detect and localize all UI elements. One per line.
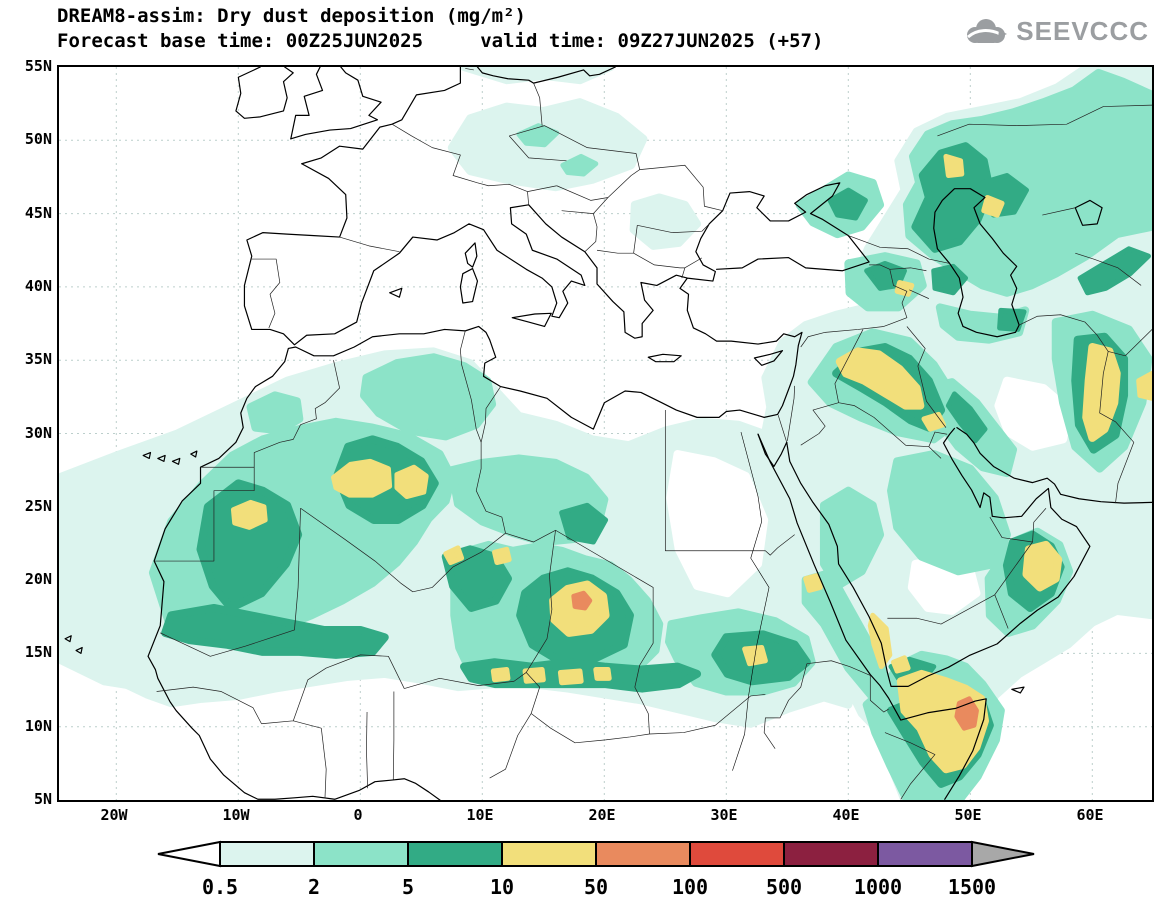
country-borders bbox=[154, 68, 1152, 799]
lon-tick-label: 0 bbox=[353, 806, 363, 824]
colorbar-segment bbox=[595, 841, 691, 867]
lon-tick-label: 60E bbox=[1076, 806, 1104, 824]
map-frame bbox=[57, 65, 1154, 802]
colorbar-legend: 0.5 2 5 10 50 100 500 1000 1500 bbox=[157, 840, 1035, 899]
colorbar-tick-label: 5 bbox=[402, 875, 414, 899]
dust-deposition-map bbox=[59, 67, 1152, 800]
lon-tick-label: 40E bbox=[832, 806, 860, 824]
lat-tick-label: 35N bbox=[24, 350, 52, 368]
contour-fill-level-50 bbox=[574, 593, 977, 728]
lon-tick-label: 50E bbox=[954, 806, 982, 824]
map-subtitle-times: Forecast base time: 00Z25JUN2025 valid t… bbox=[57, 30, 824, 52]
lat-tick-label: 40N bbox=[24, 277, 52, 295]
colorbar-tick-label: 10 bbox=[490, 875, 514, 899]
colorbar-tick-label: 500 bbox=[766, 875, 802, 899]
logo-text: SEEVCCC bbox=[1016, 16, 1149, 46]
lat-tick-label: 30N bbox=[24, 424, 52, 442]
colorbar-tick-label: 100 bbox=[672, 875, 708, 899]
colorbar-segment bbox=[877, 841, 973, 867]
lat-tick-label: 25N bbox=[24, 497, 52, 515]
colorbar-under-arrow bbox=[157, 840, 221, 868]
seevccc-logo: SEEVCCC bbox=[963, 16, 1149, 47]
colorbar-segment bbox=[689, 841, 785, 867]
lon-tick-label: 10W bbox=[222, 806, 250, 824]
lat-tick-label: 55N bbox=[24, 57, 52, 75]
lon-tick-label: 30E bbox=[710, 806, 738, 824]
coastlines bbox=[65, 67, 1152, 800]
colorbar-over-arrow bbox=[971, 840, 1035, 868]
rivers bbox=[732, 432, 769, 771]
colorbar-segment bbox=[501, 841, 597, 867]
cloud-logo-icon bbox=[967, 18, 1008, 43]
contour-clear-holes bbox=[670, 381, 1069, 611]
colorbar-segment bbox=[313, 841, 409, 867]
lon-tick-label: 20E bbox=[588, 806, 616, 824]
colorbar-tick-label: 1000 bbox=[854, 875, 902, 899]
lat-tick-label: 50N bbox=[24, 130, 52, 148]
lat-tick-label: 15N bbox=[24, 643, 52, 661]
colorbar-tick-label: 1500 bbox=[948, 875, 996, 899]
colorbar-tick-label: 50 bbox=[584, 875, 608, 899]
lon-tick-label: 20W bbox=[100, 806, 128, 824]
map-title: DREAM8-assim: Dry dust deposition (mg/m²… bbox=[57, 5, 526, 27]
lat-tick-label: 5N bbox=[33, 790, 52, 808]
contour-fill-level-10 bbox=[233, 156, 1152, 769]
colorbar-segment bbox=[219, 841, 315, 867]
colorbar-segment bbox=[783, 841, 879, 867]
colorbar-segment bbox=[407, 841, 503, 867]
lat-tick-label: 10N bbox=[24, 717, 52, 735]
colorbar-tick-label: 2 bbox=[308, 875, 320, 899]
lat-tick-label: 45N bbox=[24, 204, 52, 222]
lon-tick-label: 10E bbox=[466, 806, 494, 824]
colorbar-tick-label: 0.5 bbox=[202, 875, 238, 899]
lat-tick-label: 20N bbox=[24, 570, 52, 588]
